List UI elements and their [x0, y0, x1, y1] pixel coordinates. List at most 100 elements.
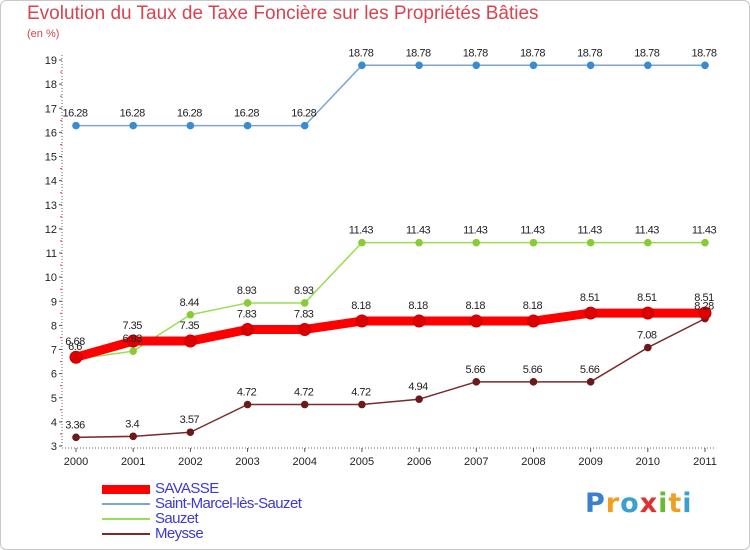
chart-title: Evolution du Taux de Taxe Foncière sur l…: [27, 3, 539, 24]
data-point: [358, 238, 366, 247]
data-point: [641, 306, 655, 320]
data-point: [529, 61, 538, 70]
data-label: 5.66: [523, 364, 543, 376]
data-point: [472, 61, 481, 70]
data-point: [472, 378, 481, 386]
y-tick-label: 4: [51, 417, 57, 429]
y-tick-label: 3: [51, 441, 57, 453]
x-tick-label: 2000: [64, 456, 88, 468]
data-label: 8.44: [180, 297, 200, 309]
logo-letter: P: [585, 488, 606, 519]
x-tick-label: 2010: [636, 456, 660, 468]
data-label: 18.78: [348, 47, 373, 59]
data-point: [300, 400, 309, 409]
data-label: 16.28: [291, 108, 316, 120]
data-point: [72, 121, 80, 130]
x-tick-label: 2004: [292, 456, 316, 468]
data-label: 7.83: [294, 308, 314, 320]
data-label: 11.43: [406, 225, 431, 237]
y-tick-label: 8: [51, 320, 57, 332]
data-label: 7.35: [122, 320, 142, 332]
data-point: [644, 238, 652, 247]
data-point: [698, 306, 712, 320]
data-label: 7.35: [180, 320, 200, 332]
data-label: 3.36: [65, 419, 85, 431]
data-label: 8.51: [580, 292, 600, 304]
data-label: 7.08: [637, 330, 657, 342]
data-label: 16.28: [120, 108, 145, 120]
legend-label-saint-marcel: Saint-Marcel-lès-Sauzet: [155, 495, 302, 512]
y-tick-label: 18: [45, 79, 57, 91]
data-label: 4.72: [237, 387, 257, 399]
data-label: 4.94: [408, 381, 428, 393]
x-tick-label: 2005: [350, 456, 374, 468]
logo-letter: o: [620, 488, 640, 519]
data-point: [412, 314, 426, 328]
legend-swatch-meysse: [102, 533, 150, 535]
data-label: 18.78: [520, 47, 545, 59]
legend-label-meysse: Meysse: [155, 525, 204, 542]
data-point: [415, 61, 423, 70]
data-point: [183, 334, 197, 348]
proxiti-logo: Proxiti: [585, 488, 693, 519]
y-tick-label: 16: [45, 127, 57, 139]
y-tick-label: 7: [51, 345, 57, 357]
y-tick-label: 14: [45, 176, 57, 188]
data-label: 11.43: [635, 225, 660, 237]
data-point: [584, 306, 598, 320]
data-label: 3.4: [125, 418, 139, 430]
data-point: [644, 343, 652, 352]
data-point: [358, 61, 366, 70]
logo-letter: i: [682, 488, 693, 519]
x-tick-label: 2008: [521, 456, 545, 468]
data-point: [355, 314, 369, 328]
data-label: 18.78: [577, 47, 602, 59]
x-tick-label: 2011: [693, 456, 717, 468]
data-label: 8.28: [694, 301, 714, 313]
y-tick-label: 5: [51, 393, 57, 405]
y-tick-label: 15: [45, 152, 57, 164]
data-label: 18.78: [406, 47, 431, 59]
data-point: [586, 61, 595, 70]
y-tick-label: 6: [51, 369, 57, 381]
y-tick-label: 13: [45, 200, 57, 212]
x-tick-label: 2009: [578, 456, 602, 468]
data-label: 8.18: [466, 300, 486, 312]
data-label: 11.43: [349, 225, 374, 237]
y-tick-label: 9: [51, 296, 57, 308]
data-label: 11.43: [520, 225, 545, 237]
x-tick-label: 2003: [235, 456, 259, 468]
data-point: [129, 347, 137, 355]
data-point: [126, 334, 140, 348]
data-label: 18.78: [691, 47, 716, 59]
data-label: 8.18: [351, 300, 371, 312]
y-tick-label: 10: [45, 272, 57, 284]
series-points: [69, 61, 712, 442]
data-point: [586, 238, 595, 247]
x-tick-label: 2001: [121, 456, 145, 468]
data-point: [529, 378, 538, 386]
data-point: [526, 314, 540, 328]
y-tick-label: 19: [45, 55, 57, 67]
data-label: 11.43: [578, 225, 603, 237]
data-label: 6.68: [65, 336, 85, 348]
data-label: 8.18: [408, 300, 428, 312]
data-point: [472, 238, 481, 247]
data-label: 16.28: [177, 108, 202, 120]
data-label: 11.43: [463, 225, 488, 237]
data-point: [298, 322, 312, 336]
data-point: [644, 61, 652, 70]
data-point: [69, 350, 83, 364]
data-label: 16.28: [234, 108, 259, 120]
data-point: [469, 314, 483, 328]
series-lines: [71, 64, 710, 439]
data-label: 16.28: [62, 108, 87, 120]
data-label: 5.66: [466, 364, 486, 376]
unit-label: (en %): [27, 28, 60, 40]
data-point: [415, 395, 423, 403]
data-label: 18.78: [634, 47, 659, 59]
legend-label-sauzet: Sauzet: [155, 510, 199, 527]
y-tick-label: 12: [45, 224, 57, 236]
data-point: [186, 310, 195, 319]
